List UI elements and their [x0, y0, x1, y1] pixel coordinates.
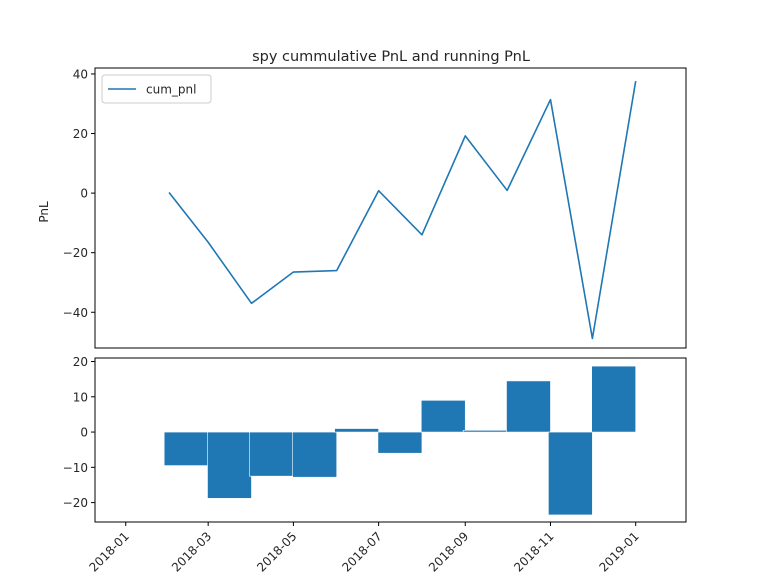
pnl-bar [292, 431, 338, 478]
pnl-bar [591, 365, 637, 433]
legend-entry: cum_pnl [146, 83, 196, 97]
bottom-y-tick-label: 20 [73, 355, 88, 369]
bottom-y-tick-label: −20 [63, 496, 88, 510]
pnl-bar [377, 431, 423, 454]
bottom-y-tick-label: 10 [73, 390, 88, 404]
bottom-axes-frame [94, 357, 687, 523]
pnl-bar [334, 428, 379, 433]
bottom-y-tick-label: 0 [80, 426, 88, 440]
pnl-bar [249, 431, 294, 477]
top-y-tick-label: −40 [63, 306, 88, 320]
top-y-tick-label: 40 [73, 67, 88, 81]
cum-pnl-line [168, 80, 637, 340]
top-y-tick-label: 20 [73, 127, 88, 141]
top-y-tick-label: −20 [63, 246, 88, 260]
pnl-bar [462, 429, 508, 433]
y-axis-label: PnL [37, 201, 51, 223]
top-axes: 40 20 0 −20 −40 cum_pnl [63, 67, 687, 349]
pnl-bar [506, 380, 551, 433]
bottom-y-tick-label: −10 [63, 461, 88, 475]
legend: cum_pnl [101, 74, 212, 104]
chart-title: spy cummulative PnL and running PnL [252, 49, 530, 65]
pnl-bar [163, 431, 209, 466]
pnl-bar [548, 431, 593, 516]
top-y-tick-label: 0 [80, 187, 88, 201]
legend-box [101, 74, 212, 104]
top-axes-frame [94, 67, 687, 349]
pnl-bar [207, 431, 252, 499]
pnl-bar [420, 400, 466, 433]
